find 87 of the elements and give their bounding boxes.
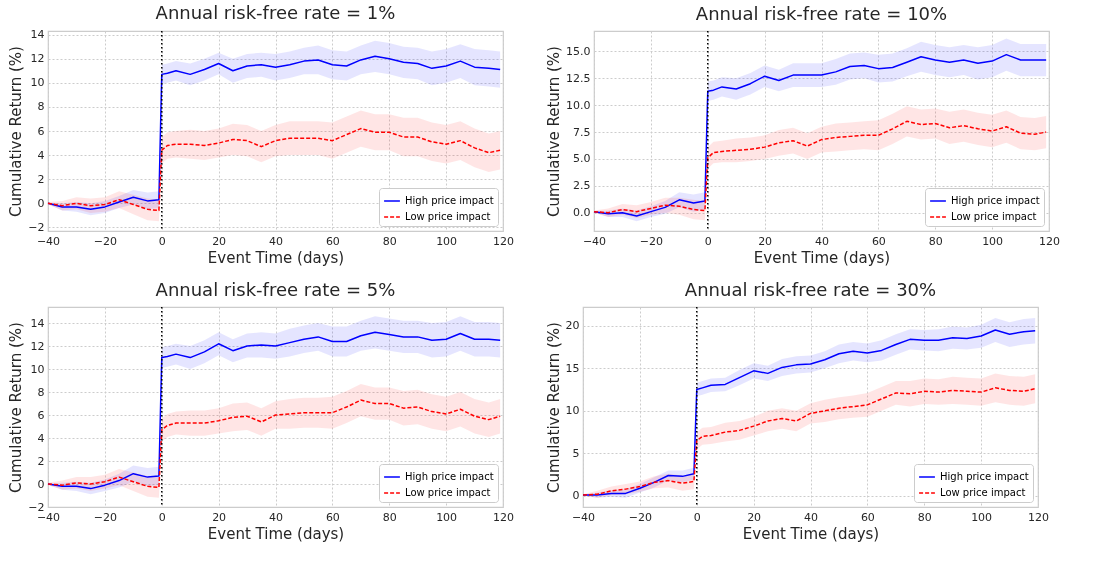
y-tick-label: 0 — [37, 477, 45, 491]
legend-label: Low price impact — [940, 487, 1026, 498]
y-tick-label: 12 — [30, 52, 45, 66]
y-tick-label: 6 — [37, 124, 45, 138]
x-tick-label: 60 — [325, 234, 340, 248]
legend-label: High price impact — [951, 195, 1040, 206]
y-tick-label: 0 — [37, 196, 45, 210]
y-tick-label: 0 — [572, 489, 580, 503]
y-tick-label: 6 — [37, 408, 45, 422]
chart-title: Annual risk-free rate = 10% — [695, 3, 948, 25]
x-tick-label: 0 — [158, 510, 166, 524]
y-tick-label: 10 — [30, 76, 45, 90]
x-axis-title: Event Time (days) — [753, 248, 891, 267]
x-tick-label: 60 — [325, 510, 340, 524]
x-tick-label: 80 — [917, 510, 932, 524]
y-tick-label: 15.0 — [566, 44, 591, 58]
x-tick-label: 0 — [704, 234, 712, 248]
y-tick-label: 2 — [37, 454, 45, 468]
x-tick-label: 20 — [212, 510, 227, 524]
y-tick-label: −2 — [28, 220, 45, 234]
x-tick-label: 40 — [269, 234, 283, 248]
chart-title: Annual risk-free rate = 1% — [155, 1, 396, 23]
y-axis-title: Cumulative Return (%) — [7, 322, 26, 493]
x-tick-label: −20 — [93, 234, 117, 248]
legend-label: Low price impact — [405, 487, 491, 498]
x-tick-label: 120 — [1039, 234, 1060, 248]
x-tick-label: 80 — [928, 234, 943, 248]
x-tick-label: 100 — [982, 234, 1004, 248]
y-axis-title: Cumulative Return (%) — [544, 322, 563, 493]
x-tick-label: 100 — [971, 510, 993, 524]
x-tick-label: −40 — [36, 234, 61, 248]
y-tick-label: 10 — [565, 404, 580, 418]
y-tick-label: 2 — [37, 172, 45, 186]
line-series — [47, 127, 501, 212]
chart-title: Annual risk-free rate = 5% — [155, 279, 396, 301]
y-tick-label: 20 — [565, 319, 580, 333]
y-tick-label: 10 — [30, 362, 45, 376]
y-tick-label: 14 — [30, 28, 45, 42]
y-tick-label: 8 — [37, 100, 45, 114]
y-tick-label: 5 — [572, 446, 580, 460]
x-tick-label: −20 — [639, 234, 663, 248]
y-tick-label: 4 — [37, 431, 45, 445]
x-tick-label: −40 — [571, 510, 596, 524]
y-axis-title: Cumulative Return (%) — [545, 46, 564, 217]
y-tick-label: 2.5 — [573, 179, 591, 193]
x-tick-label: 120 — [1028, 510, 1049, 524]
y-tick-label: 10.0 — [566, 98, 591, 112]
legend-label: High price impact — [405, 471, 494, 482]
x-tick-label: −20 — [93, 510, 117, 524]
x-tick-label: 40 — [269, 510, 283, 524]
y-tick-label: 7.5 — [573, 125, 591, 139]
x-tick-label: 0 — [693, 510, 701, 524]
line-series — [47, 399, 501, 489]
x-tick-label: 100 — [436, 234, 458, 248]
y-tick-label: 5.0 — [573, 152, 591, 166]
legend-label: High price impact — [940, 471, 1029, 482]
y-tick-label: 12 — [30, 339, 45, 353]
x-tick-label: −40 — [582, 234, 607, 248]
x-tick-label: 60 — [871, 234, 886, 248]
line-series — [593, 120, 1047, 214]
x-tick-label: 80 — [382, 234, 397, 248]
x-tick-label: 40 — [804, 510, 818, 524]
x-tick-label: 20 — [758, 234, 773, 248]
x-tick-label: 40 — [815, 234, 829, 248]
x-tick-label: 100 — [436, 510, 458, 524]
x-tick-label: 120 — [493, 234, 514, 248]
y-tick-label: 14 — [30, 316, 45, 330]
y-tick-label: 8 — [37, 385, 45, 399]
x-tick-label: 120 — [493, 510, 514, 524]
legend-label: High price impact — [405, 195, 494, 206]
x-axis-title: Event Time (days) — [207, 524, 345, 543]
y-tick-label: 12.5 — [566, 71, 591, 85]
x-tick-label: 20 — [212, 234, 227, 248]
y-tick-label: 0.0 — [573, 206, 591, 220]
x-axis-title: Event Time (days) — [207, 248, 345, 267]
x-tick-label: 20 — [747, 510, 762, 524]
x-tick-label: 60 — [860, 510, 875, 524]
y-tick-label: 4 — [37, 148, 45, 162]
x-tick-label: −20 — [628, 510, 652, 524]
y-tick-label: 15 — [565, 361, 580, 375]
legend-label: Low price impact — [405, 211, 491, 222]
y-axis-title: Cumulative Return (%) — [7, 46, 26, 217]
x-tick-label: 0 — [158, 234, 166, 248]
legend-label: Low price impact — [951, 211, 1037, 222]
x-axis-title: Event Time (days) — [742, 524, 880, 543]
chart-title: Annual risk-free rate = 30% — [684, 279, 937, 301]
x-tick-label: 80 — [382, 510, 397, 524]
